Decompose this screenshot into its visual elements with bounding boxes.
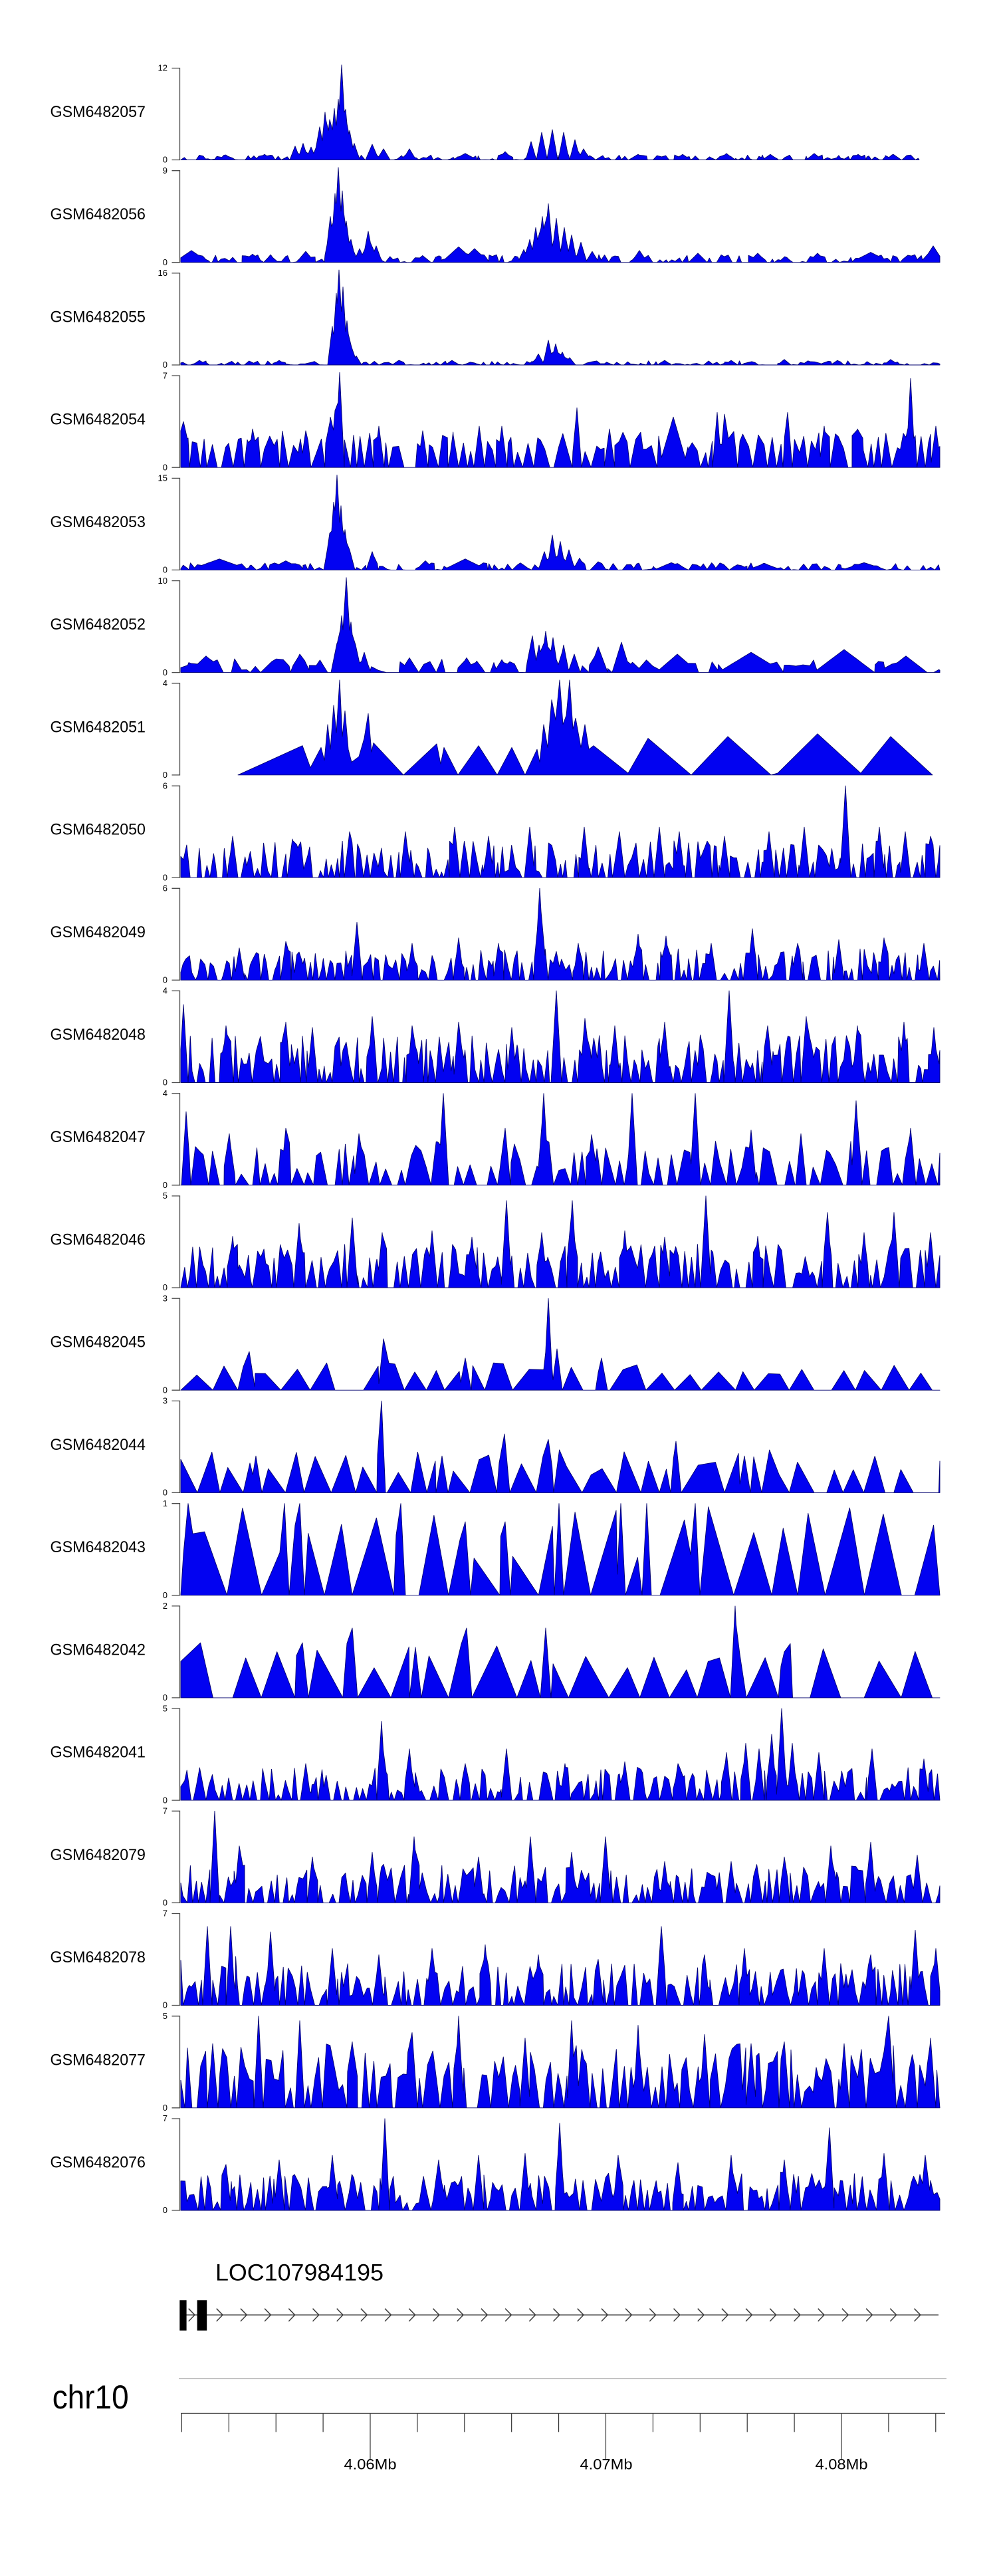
svg-text:0: 0 [163, 1693, 167, 1702]
svg-text:3: 3 [163, 1396, 167, 1406]
svg-text:12: 12 [158, 63, 167, 73]
svg-text:0: 0 [163, 1282, 167, 1292]
svg-text:16: 16 [158, 268, 167, 278]
svg-text:GSM6482079: GSM6482079 [51, 1846, 146, 1864]
svg-text:4: 4 [163, 986, 167, 996]
svg-text:GSM6482043: GSM6482043 [51, 1538, 146, 1556]
svg-text:0: 0 [163, 2000, 167, 2010]
svg-text:0: 0 [163, 1795, 167, 1805]
svg-text:0: 0 [163, 257, 167, 267]
svg-text:0: 0 [163, 1385, 167, 1395]
svg-text:6: 6 [163, 780, 167, 790]
svg-text:0: 0 [163, 1898, 167, 1908]
svg-text:chr10: chr10 [53, 2379, 129, 2416]
svg-text:4.07Mb: 4.07Mb [580, 2456, 633, 2473]
svg-text:GSM6482048: GSM6482048 [51, 1026, 146, 1044]
svg-text:GSM6482055: GSM6482055 [51, 308, 146, 326]
svg-text:15: 15 [158, 473, 167, 483]
svg-text:5: 5 [163, 1191, 167, 1201]
svg-text:0: 0 [163, 1488, 167, 1498]
svg-text:4: 4 [163, 1088, 167, 1098]
svg-text:GSM6482046: GSM6482046 [51, 1231, 146, 1249]
svg-text:GSM6482044: GSM6482044 [51, 1436, 146, 1454]
svg-text:0: 0 [163, 770, 167, 780]
svg-text:10: 10 [158, 576, 167, 586]
svg-text:GSM6482045: GSM6482045 [51, 1334, 146, 1351]
svg-text:GSM6482041: GSM6482041 [51, 1744, 146, 1762]
svg-text:2: 2 [163, 1601, 167, 1611]
svg-text:0: 0 [163, 975, 167, 985]
svg-text:7: 7 [163, 1909, 167, 1919]
svg-text:GSM6482042: GSM6482042 [51, 1641, 146, 1659]
svg-text:0: 0 [163, 2103, 167, 2113]
svg-text:LOC107984195: LOC107984195 [215, 2260, 384, 2286]
svg-text:GSM6482078: GSM6482078 [51, 1948, 146, 1966]
svg-text:GSM6482051: GSM6482051 [51, 718, 146, 736]
svg-text:4.06Mb: 4.06Mb [344, 2456, 397, 2473]
svg-text:4.08Mb: 4.08Mb [816, 2456, 868, 2473]
svg-text:GSM6482049: GSM6482049 [51, 923, 146, 941]
svg-text:GSM6482056: GSM6482056 [51, 205, 146, 223]
svg-text:0: 0 [163, 155, 167, 165]
svg-text:0: 0 [163, 360, 167, 370]
svg-text:5: 5 [163, 1703, 167, 1713]
svg-text:0: 0 [163, 667, 167, 677]
svg-text:1: 1 [163, 1498, 167, 1508]
svg-text:0: 0 [163, 2205, 167, 2215]
svg-text:GSM6482050: GSM6482050 [51, 821, 146, 839]
svg-text:0: 0 [163, 872, 167, 882]
svg-text:GSM6482047: GSM6482047 [51, 1128, 146, 1146]
svg-text:0: 0 [163, 565, 167, 575]
svg-text:7: 7 [163, 370, 167, 380]
svg-text:GSM6482054: GSM6482054 [51, 411, 146, 429]
svg-text:7: 7 [163, 2113, 167, 2123]
svg-text:GSM6482077: GSM6482077 [51, 2051, 146, 2069]
svg-text:6: 6 [163, 883, 167, 893]
svg-text:GSM6482076: GSM6482076 [51, 2154, 146, 2172]
svg-text:4: 4 [163, 678, 167, 688]
svg-text:0: 0 [163, 1180, 167, 1190]
svg-text:0: 0 [163, 462, 167, 472]
svg-text:9: 9 [163, 166, 167, 176]
svg-text:0: 0 [163, 1590, 167, 1600]
svg-text:5: 5 [163, 2011, 167, 2021]
svg-text:3: 3 [163, 1293, 167, 1303]
svg-text:7: 7 [163, 1806, 167, 1816]
svg-text:GSM6482057: GSM6482057 [51, 103, 146, 121]
svg-text:0: 0 [163, 1078, 167, 1088]
svg-text:GSM6482053: GSM6482053 [51, 513, 146, 531]
svg-text:GSM6482052: GSM6482052 [51, 616, 146, 634]
